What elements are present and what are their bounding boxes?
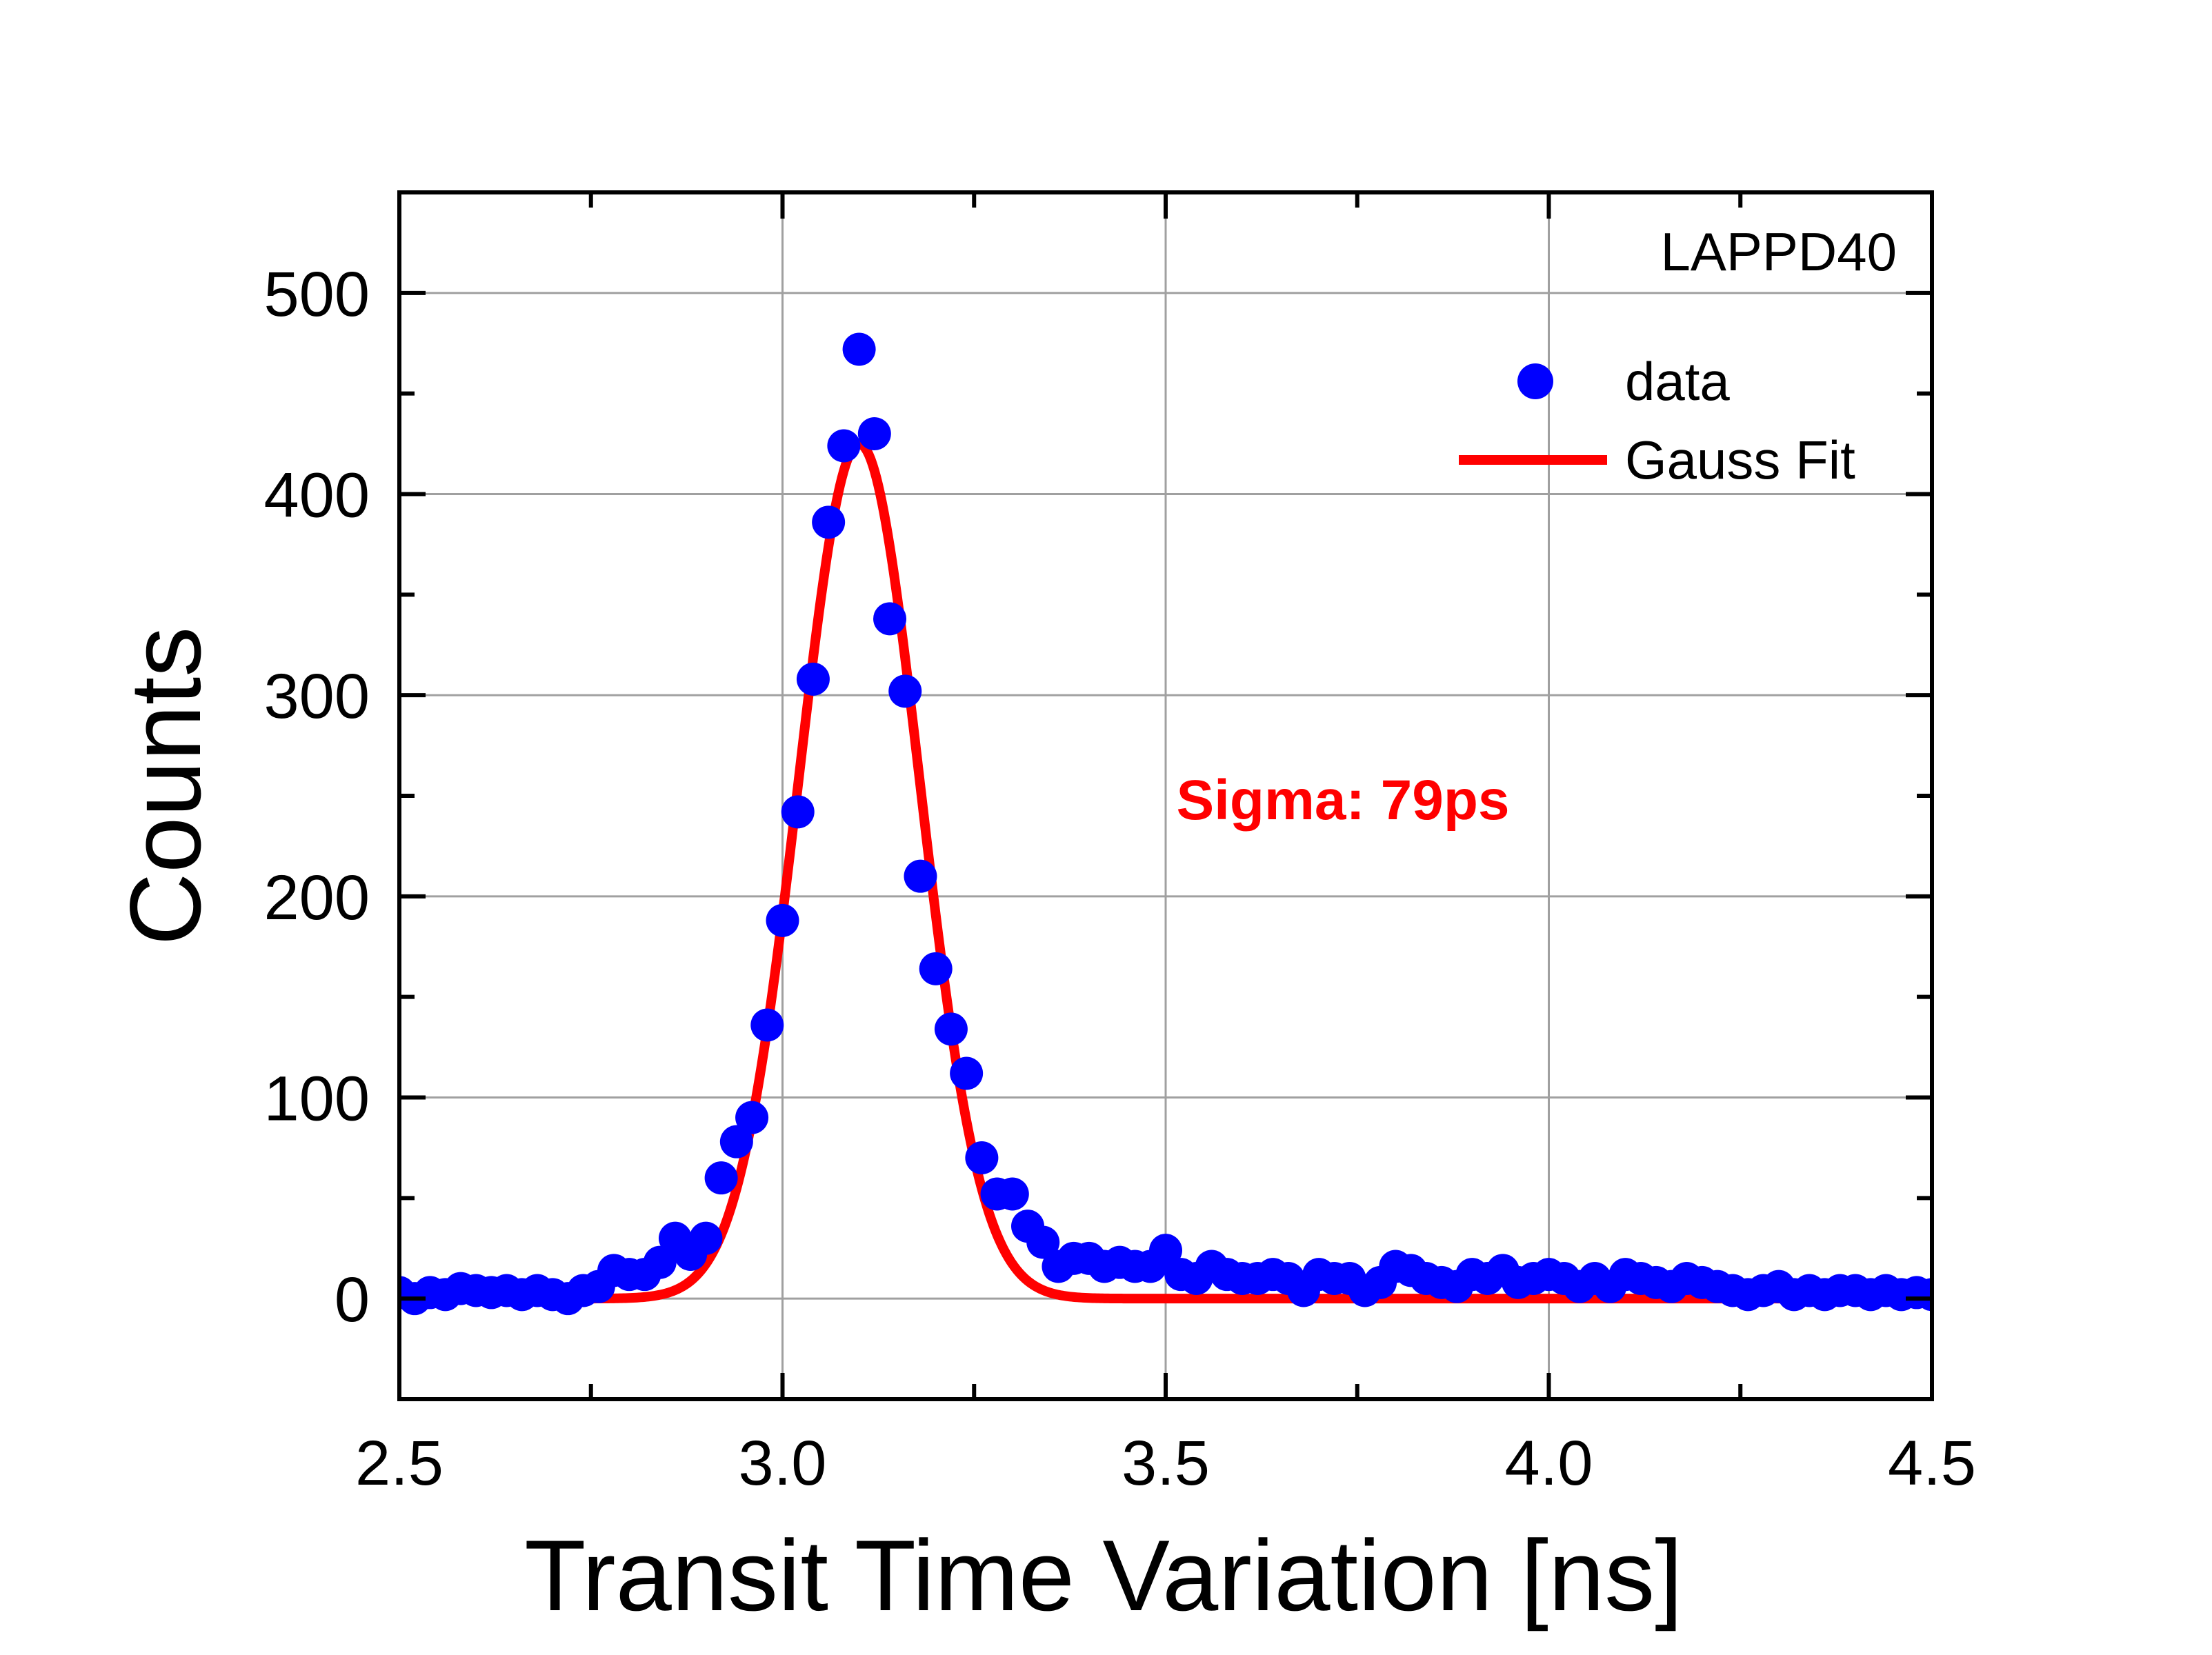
data-point (750, 1008, 784, 1042)
x-tick-label: 2.5 (355, 1428, 444, 1498)
data-point (919, 952, 953, 985)
data-point (1149, 1234, 1182, 1267)
data-point (950, 1056, 984, 1090)
data-point (827, 429, 861, 463)
data-point (934, 1012, 968, 1046)
y-tick-label: 500 (264, 259, 370, 330)
data-point (873, 602, 907, 636)
data-point (796, 662, 830, 696)
y-tick-label: 100 (264, 1064, 370, 1134)
y-tick-label: 200 (264, 863, 370, 933)
data-point (781, 795, 815, 829)
data-point (1915, 1278, 1932, 1312)
x-tick-label: 4.0 (1505, 1428, 1593, 1498)
y-tick-labels: 0 100 200 300 400 500 (264, 259, 370, 1335)
legend-data-label: data (1625, 351, 1730, 412)
legend-data-marker (1517, 363, 1553, 399)
device-label: LAPPD40 (1660, 221, 1897, 282)
data-point (965, 1141, 999, 1174)
data-point (995, 1177, 1029, 1211)
data-point (766, 903, 799, 937)
y-tick-label: 400 (264, 461, 370, 531)
data-point (735, 1101, 769, 1134)
data-point (842, 332, 876, 366)
data-point (812, 505, 846, 539)
data-point (888, 674, 922, 708)
legend: data Gauss Fit (1459, 351, 1855, 490)
y-tick-label: 0 (335, 1265, 370, 1335)
data-point (643, 1245, 677, 1279)
data-point (857, 417, 891, 450)
x-tick-label: 3.0 (739, 1428, 827, 1498)
x-axis-title: Transit Time Variation [ns] (524, 1519, 1683, 1632)
x-tick-labels: 2.5 3.0 3.5 4.0 4.5 (355, 1428, 1976, 1498)
x-tick-label: 4.5 (1888, 1428, 1976, 1498)
data-point (904, 859, 937, 893)
plot-frame (397, 190, 1934, 1401)
sigma-annotation: Sigma: 79ps (1176, 769, 1509, 832)
data-point (704, 1161, 738, 1195)
x-tick-label: 3.5 (1122, 1428, 1210, 1498)
legend-fit-label: Gauss Fit (1625, 430, 1855, 490)
data-point (689, 1221, 723, 1255)
y-tick-label: 300 (264, 661, 370, 732)
y-axis-title: Counts (109, 627, 221, 946)
data-point (1026, 1225, 1060, 1259)
data-point (719, 1125, 753, 1158)
data-points (399, 332, 1932, 1316)
